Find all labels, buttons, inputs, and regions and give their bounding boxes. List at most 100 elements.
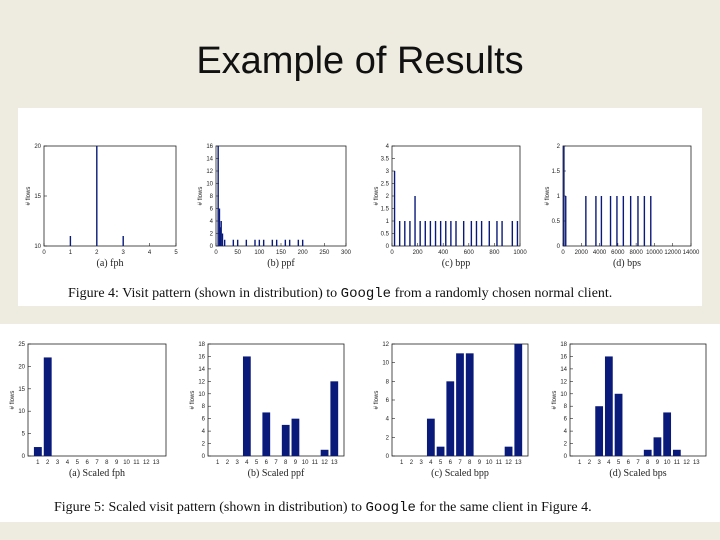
- x-tick-label: 11: [496, 460, 503, 466]
- y-tick-label: 14: [198, 367, 205, 373]
- y-tick-label: 1: [557, 194, 561, 200]
- bar: [242, 356, 251, 456]
- x-tick-label: 7: [95, 460, 99, 466]
- bar: [456, 353, 464, 456]
- x-tick-label: 13: [693, 460, 700, 466]
- x-tick-label: 8: [646, 460, 650, 466]
- bar: [663, 412, 672, 456]
- y-tick-label: 8: [202, 404, 206, 410]
- y-tick-label: 18: [198, 342, 205, 348]
- x-tick-label: 5: [76, 460, 80, 466]
- x-tick-label: 9: [115, 460, 119, 466]
- y-tick-label: 12: [198, 379, 205, 385]
- x-tick-label: 12: [683, 460, 690, 466]
- y-tick-label: 0: [386, 454, 390, 460]
- figure-5-caption: Figure 5: Scaled visit pattern (shown in…: [54, 500, 592, 516]
- y-axis-label: # flows: [374, 187, 380, 206]
- chart-4: 0 0.5 1 1.5 2 # flows 0 2000 4000 6000 8000 10000 12…: [545, 144, 700, 269]
- x-tick-label: 5: [255, 460, 259, 466]
- x-tick-label: 3: [56, 460, 60, 466]
- y-tick-label: 0: [22, 454, 26, 460]
- x-tick-label: 13: [331, 460, 338, 466]
- y-tick-label: 2: [564, 442, 568, 448]
- x-tick-label: 11: [312, 460, 319, 466]
- y-tick-label: 25: [18, 342, 25, 348]
- x-tick-label: 150: [276, 250, 287, 256]
- y-tick-label: 0: [202, 454, 206, 460]
- x-tick-label: 2000: [575, 250, 589, 256]
- x-tick-label: 1: [216, 460, 220, 466]
- x-tick-label: 3: [597, 460, 601, 466]
- bar: [614, 393, 623, 456]
- y-tick-label: 2.5: [381, 182, 390, 188]
- y-tick-label: 0: [557, 244, 561, 250]
- x-tick-label: 600: [464, 250, 475, 256]
- y-axis-label: # flows: [190, 391, 196, 410]
- x-tick-label: 4: [245, 460, 249, 466]
- x-tick-label: 13: [515, 460, 522, 466]
- x-tick-label: 10: [123, 460, 130, 466]
- y-tick-label: 10: [382, 361, 389, 367]
- x-tick-label: 1: [69, 250, 73, 256]
- y-tick-label: 10: [198, 392, 205, 398]
- bar: [446, 381, 455, 456]
- y-tick-label: 20: [34, 144, 41, 150]
- x-tick-label: 2: [410, 460, 414, 466]
- bar: [281, 424, 290, 456]
- x-tick-label: 1: [578, 460, 582, 466]
- chart-3: 0 0.5 1 1.5 2 2.5 3 3.5 4 # flows 0 200 400 600 800 100…: [374, 144, 527, 269]
- x-tick-label: 11: [674, 460, 681, 466]
- x-tick-label: 4: [148, 250, 152, 256]
- x-tick-label: 400: [438, 250, 449, 256]
- figure-5-caption-code: Google: [365, 500, 416, 516]
- y-tick-label: 6: [564, 417, 568, 423]
- bar: [262, 412, 271, 456]
- y-tick-label: 2: [386, 435, 390, 441]
- y-axis-label: # flows: [198, 187, 204, 206]
- x-tick-label: 7: [274, 460, 278, 466]
- bar: [43, 357, 52, 456]
- bar: [436, 446, 445, 456]
- y-tick-label: 3: [386, 169, 390, 175]
- y-axis-label: # flows: [545, 187, 551, 206]
- y-tick-label: 6: [202, 417, 206, 423]
- chart-1: 10 15 20 # flows 0 1 2 3 4 5 (a) fph: [26, 144, 178, 269]
- bar: [604, 356, 613, 456]
- bar: [643, 449, 652, 456]
- x-tick-label: 100: [254, 250, 265, 256]
- y-tick-label: 8: [210, 194, 214, 200]
- y-tick-label: 18: [560, 342, 567, 348]
- y-tick-label: 10: [560, 392, 567, 398]
- y-tick-label: 0: [564, 454, 568, 460]
- x-tick-label: 4: [66, 460, 70, 466]
- bar: [33, 447, 42, 456]
- x-tick-label: 10: [664, 460, 671, 466]
- x-tick-label: 9: [294, 460, 298, 466]
- x-tick-label: 8: [105, 460, 109, 466]
- y-tick-label: 20: [18, 364, 25, 370]
- plot-frame: [43, 145, 177, 247]
- x-tick-label: 4000: [593, 250, 607, 256]
- chart-subcaption: (d) bps: [613, 258, 641, 269]
- y-tick-label: 12: [206, 169, 213, 175]
- y-tick-label: 16: [560, 354, 567, 360]
- x-tick-label: 200: [298, 250, 309, 256]
- slide-title: Example of Results: [196, 40, 524, 82]
- x-tick-label: 12: [143, 460, 150, 466]
- x-tick-label: 2: [95, 250, 99, 256]
- y-tick-label: 4: [202, 429, 206, 435]
- y-axis-label: # flows: [552, 391, 558, 410]
- y-tick-label: 2: [202, 442, 206, 448]
- y-tick-label: 16: [206, 144, 213, 150]
- x-tick-label: 800: [489, 250, 500, 256]
- chart-subcaption: (d) Scaled bps: [609, 468, 666, 479]
- y-tick-label: 6: [210, 207, 214, 213]
- x-tick-label: 300: [341, 250, 352, 256]
- x-tick-label: 8: [284, 460, 288, 466]
- plot-frame: [215, 145, 347, 247]
